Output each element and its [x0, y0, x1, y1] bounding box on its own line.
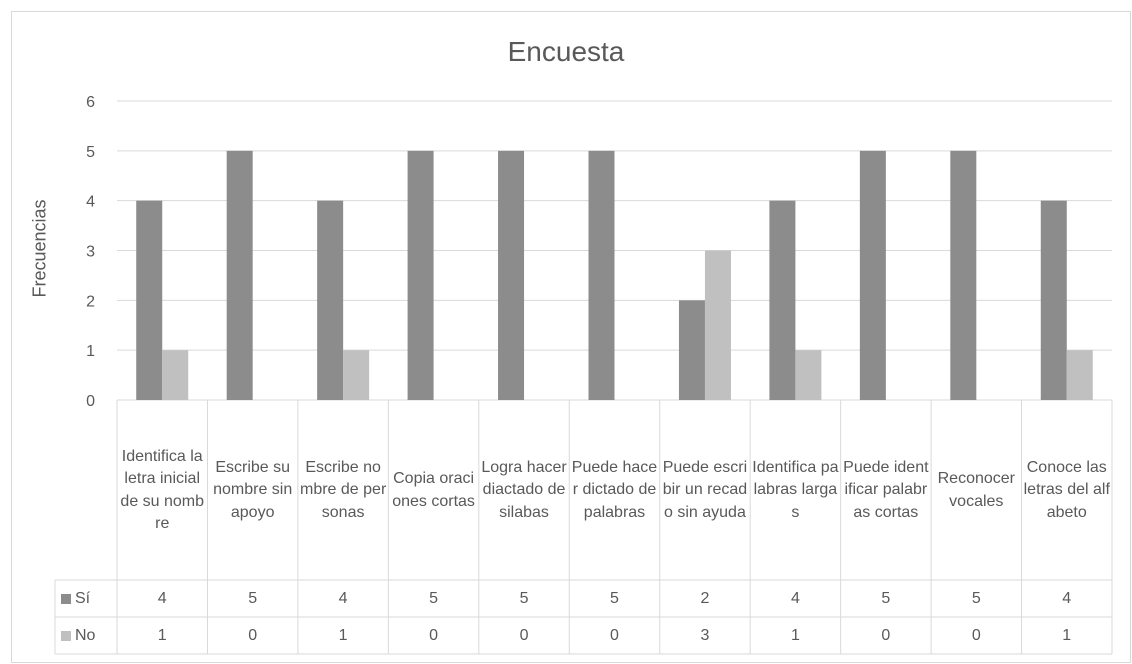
data-label: 1 — [157, 626, 167, 644]
x-tick-label: Identifica palabras largas — [752, 458, 839, 521]
bar-no — [343, 350, 370, 400]
bar-si — [588, 150, 615, 400]
data-label: 1 — [1062, 626, 1072, 644]
legend-entry: Sí — [61, 580, 90, 617]
data-label: 1 — [790, 626, 800, 644]
x-tick-label: Puede hacer dictado de palabras — [571, 458, 658, 521]
bar-si — [769, 200, 796, 400]
bar-si — [407, 150, 434, 400]
y-tick-label: 3 — [86, 244, 95, 261]
x-tick-label: Conoce las letras del alfabeto — [1023, 458, 1110, 521]
chart-title: Encuesta — [507, 36, 625, 67]
data-label: 5 — [429, 589, 439, 607]
x-tick-label: Escribe nombre de personas — [300, 458, 387, 521]
data-label: 0 — [519, 626, 529, 644]
legend-swatch — [61, 630, 71, 641]
chart-frame — [11, 11, 1131, 663]
legend-label: Sí — [75, 589, 91, 607]
bar-si — [950, 150, 977, 400]
data-label: 2 — [700, 589, 710, 607]
bar-no — [704, 250, 731, 400]
data-label: 0 — [429, 626, 439, 644]
x-tick-label: Identifica la letra inicial de su nombre — [120, 447, 205, 533]
data-label: 5 — [610, 589, 619, 607]
bar-no — [162, 350, 189, 400]
data-label: 5 — [248, 589, 258, 607]
data-label: 0 — [248, 626, 258, 644]
bar-si — [226, 150, 253, 400]
data-label: 4 — [1062, 589, 1072, 607]
data-label: 5 — [971, 589, 981, 607]
data-label: 5 — [519, 589, 529, 607]
data-label: 0 — [610, 626, 619, 644]
y-tick-label: 2 — [86, 293, 95, 310]
y-tick-label: 1 — [86, 343, 95, 360]
y-tick-label: 4 — [86, 194, 95, 211]
data-label: 1 — [338, 626, 348, 644]
bar-si — [1040, 200, 1067, 400]
legend-label: No — [75, 626, 96, 644]
data-label: 4 — [157, 589, 167, 607]
y-tick-label: 0 — [86, 393, 95, 410]
data-label: 0 — [971, 626, 981, 644]
bar-si — [678, 300, 705, 400]
x-tick-label: Logra hacer diactado de silabas — [481, 458, 567, 521]
bar-no — [795, 350, 822, 400]
data-label: 4 — [790, 589, 800, 607]
bar-si — [498, 150, 525, 400]
x-tick-label: Puede identificar palabras cortas — [843, 458, 929, 521]
x-tick-label: Puede escribir un recado sin ayuda — [662, 458, 748, 521]
data-label: 3 — [700, 626, 710, 644]
data-label: 5 — [881, 589, 891, 607]
bar-si — [317, 200, 344, 400]
x-tick-label: Copia oraciones cortas — [392, 470, 475, 510]
x-tick-label: Reconocer vocales — [937, 470, 1015, 510]
y-tick-label: 5 — [86, 144, 95, 161]
data-label: 4 — [338, 589, 348, 607]
legend-entry: No — [61, 617, 95, 654]
data-label: 0 — [881, 626, 891, 644]
bar-si — [859, 150, 886, 400]
x-tick-label: Escribe su nombre sin apoyo — [213, 458, 293, 521]
bar-no — [1066, 350, 1093, 400]
bar-si — [136, 200, 163, 400]
y-tick-label: 6 — [86, 94, 95, 111]
legend-swatch — [61, 593, 71, 604]
